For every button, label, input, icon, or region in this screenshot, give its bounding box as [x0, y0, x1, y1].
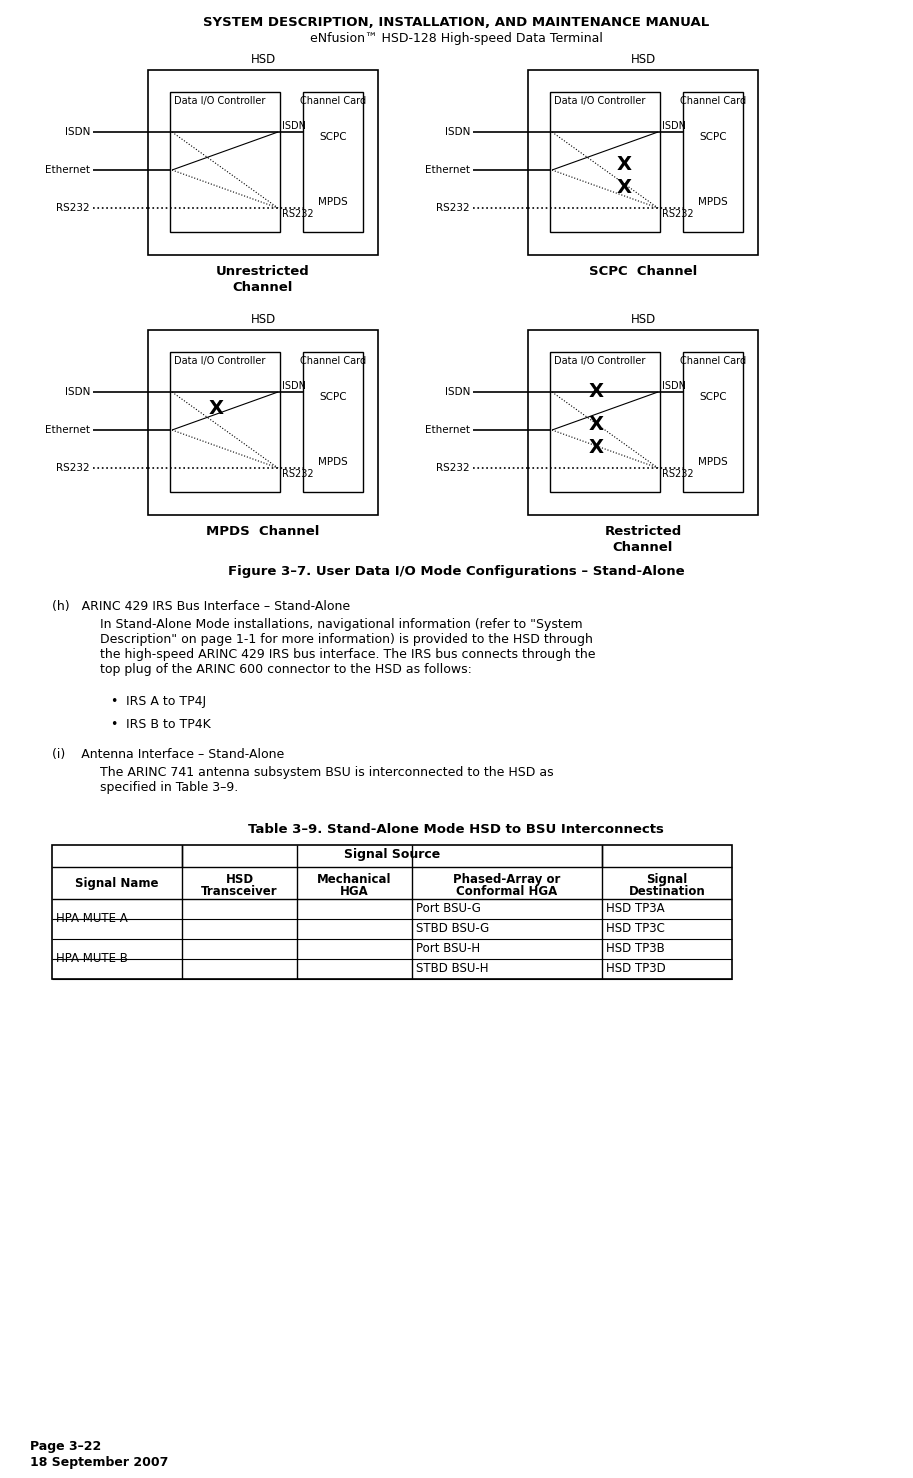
Text: STBD BSU-H: STBD BSU-H: [416, 962, 488, 975]
Text: RS232: RS232: [662, 469, 694, 479]
Bar: [303, 92, 363, 232]
Text: MPDS: MPDS: [318, 197, 348, 207]
Text: SCPC: SCPC: [699, 392, 727, 402]
Text: HSD: HSD: [250, 53, 276, 67]
Text: HSD TP3D: HSD TP3D: [606, 962, 666, 975]
Bar: [683, 92, 743, 232]
Text: eNfusion™ HSD-128 High-speed Data Terminal: eNfusion™ HSD-128 High-speed Data Termin…: [310, 33, 603, 44]
Bar: [52, 845, 732, 978]
Text: SYSTEM DESCRIPTION, INSTALLATION, AND MAINTENANCE MANUAL: SYSTEM DESCRIPTION, INSTALLATION, AND MA…: [203, 16, 709, 30]
Text: ISDN: ISDN: [65, 387, 90, 398]
Text: ISDN: ISDN: [662, 381, 686, 392]
Text: Data I/O Controller: Data I/O Controller: [554, 96, 645, 106]
Text: ISDN: ISDN: [282, 381, 306, 392]
Text: SCPC: SCPC: [320, 392, 347, 402]
Text: X: X: [616, 177, 631, 197]
Text: MPDS  Channel: MPDS Channel: [206, 525, 320, 538]
Text: RS232: RS232: [662, 208, 694, 219]
Text: In Stand-Alone Mode installations, navigational information (refer to "System
De: In Stand-Alone Mode installations, navig…: [100, 618, 595, 675]
Bar: [528, 69, 758, 256]
Text: X: X: [616, 155, 631, 174]
Text: X: X: [589, 415, 603, 435]
Text: HSD: HSD: [630, 53, 656, 67]
Bar: [148, 69, 378, 256]
Text: Figure 3–7. User Data I/O Mode Configurations – Stand-Alone: Figure 3–7. User Data I/O Mode Configura…: [227, 565, 685, 578]
Text: STBD BSU-G: STBD BSU-G: [416, 922, 489, 936]
Text: Destination: Destination: [629, 885, 706, 899]
Text: Channel Card: Channel Card: [300, 356, 366, 367]
Text: ISDN: ISDN: [445, 387, 470, 398]
Text: RS232: RS232: [436, 463, 470, 473]
Text: Restricted: Restricted: [604, 525, 682, 538]
Text: IRS A to TP4J: IRS A to TP4J: [126, 695, 206, 708]
Text: Channel Card: Channel Card: [680, 96, 746, 106]
Text: ISDN: ISDN: [445, 127, 470, 137]
Text: HSD TP3A: HSD TP3A: [606, 903, 665, 915]
Text: Channel: Channel: [233, 281, 293, 294]
Text: HSD TP3B: HSD TP3B: [606, 943, 665, 955]
Text: Data I/O Controller: Data I/O Controller: [554, 356, 645, 367]
Text: (h)   ARINC 429 IRS Bus Interface – Stand-Alone: (h) ARINC 429 IRS Bus Interface – Stand-…: [52, 600, 350, 613]
Text: RS232: RS232: [57, 463, 90, 473]
Text: Conformal HGA: Conformal HGA: [456, 885, 558, 899]
Text: Ethernet: Ethernet: [45, 166, 90, 174]
Bar: [550, 92, 660, 232]
Text: RS232: RS232: [436, 202, 470, 213]
Text: 18 September 2007: 18 September 2007: [30, 1456, 168, 1469]
Text: HSD: HSD: [226, 873, 254, 885]
Text: The ARINC 741 antenna subsystem BSU is interconnected to the HSD as
specified in: The ARINC 741 antenna subsystem BSU is i…: [100, 766, 553, 794]
Bar: [148, 330, 378, 514]
Text: Mechanical: Mechanical: [317, 873, 392, 885]
Text: Data I/O Controller: Data I/O Controller: [174, 96, 266, 106]
Text: SCPC  Channel: SCPC Channel: [589, 265, 698, 278]
Text: Channel: Channel: [613, 541, 673, 554]
Text: Channel Card: Channel Card: [300, 96, 366, 106]
Text: Signal Name: Signal Name: [75, 876, 159, 890]
Bar: [528, 330, 758, 514]
Text: MPDS: MPDS: [698, 457, 728, 467]
Text: Signal: Signal: [646, 873, 687, 885]
Text: ISDN: ISDN: [65, 127, 90, 137]
Text: HPA MUTE B: HPA MUTE B: [56, 952, 128, 965]
Bar: [683, 352, 743, 492]
Text: HSD: HSD: [630, 313, 656, 327]
Text: X: X: [589, 437, 603, 457]
Text: Signal Source: Signal Source: [344, 848, 440, 862]
Text: IRS B to TP4K: IRS B to TP4K: [126, 718, 211, 732]
Text: Channel Card: Channel Card: [680, 356, 746, 367]
Text: SCPC: SCPC: [320, 132, 347, 142]
Text: HPA MUTE A: HPA MUTE A: [56, 912, 128, 925]
Text: (i)    Antenna Interface – Stand-Alone: (i) Antenna Interface – Stand-Alone: [52, 748, 284, 761]
Text: RS232: RS232: [282, 208, 314, 219]
Text: HSD TP3C: HSD TP3C: [606, 922, 665, 936]
Text: Transceiver: Transceiver: [201, 885, 278, 899]
Text: Port BSU-H: Port BSU-H: [416, 943, 480, 955]
Text: SCPC: SCPC: [699, 132, 727, 142]
Text: Page 3–22: Page 3–22: [30, 1440, 101, 1453]
Text: Ethernet: Ethernet: [425, 426, 470, 435]
Text: RS232: RS232: [57, 202, 90, 213]
Text: RS232: RS232: [282, 469, 314, 479]
Text: Ethernet: Ethernet: [45, 426, 90, 435]
Text: HSD: HSD: [250, 313, 276, 327]
Text: Data I/O Controller: Data I/O Controller: [174, 356, 266, 367]
Text: HGA: HGA: [341, 885, 369, 899]
Bar: [170, 352, 280, 492]
Text: X: X: [589, 381, 603, 401]
Text: •: •: [110, 718, 118, 732]
Bar: [550, 352, 660, 492]
Text: •: •: [110, 695, 118, 708]
Text: Phased-Array or: Phased-Array or: [454, 873, 561, 885]
Bar: [303, 352, 363, 492]
Text: MPDS: MPDS: [318, 457, 348, 467]
Text: Unrestricted: Unrestricted: [216, 265, 310, 278]
Text: Port BSU-G: Port BSU-G: [416, 903, 481, 915]
Text: ISDN: ISDN: [662, 121, 686, 132]
Text: X: X: [209, 399, 224, 417]
Text: ISDN: ISDN: [282, 121, 306, 132]
Text: Ethernet: Ethernet: [425, 166, 470, 174]
Text: Table 3–9. Stand-Alone Mode HSD to BSU Interconnects: Table 3–9. Stand-Alone Mode HSD to BSU I…: [248, 823, 664, 837]
Bar: [170, 92, 280, 232]
Text: MPDS: MPDS: [698, 197, 728, 207]
